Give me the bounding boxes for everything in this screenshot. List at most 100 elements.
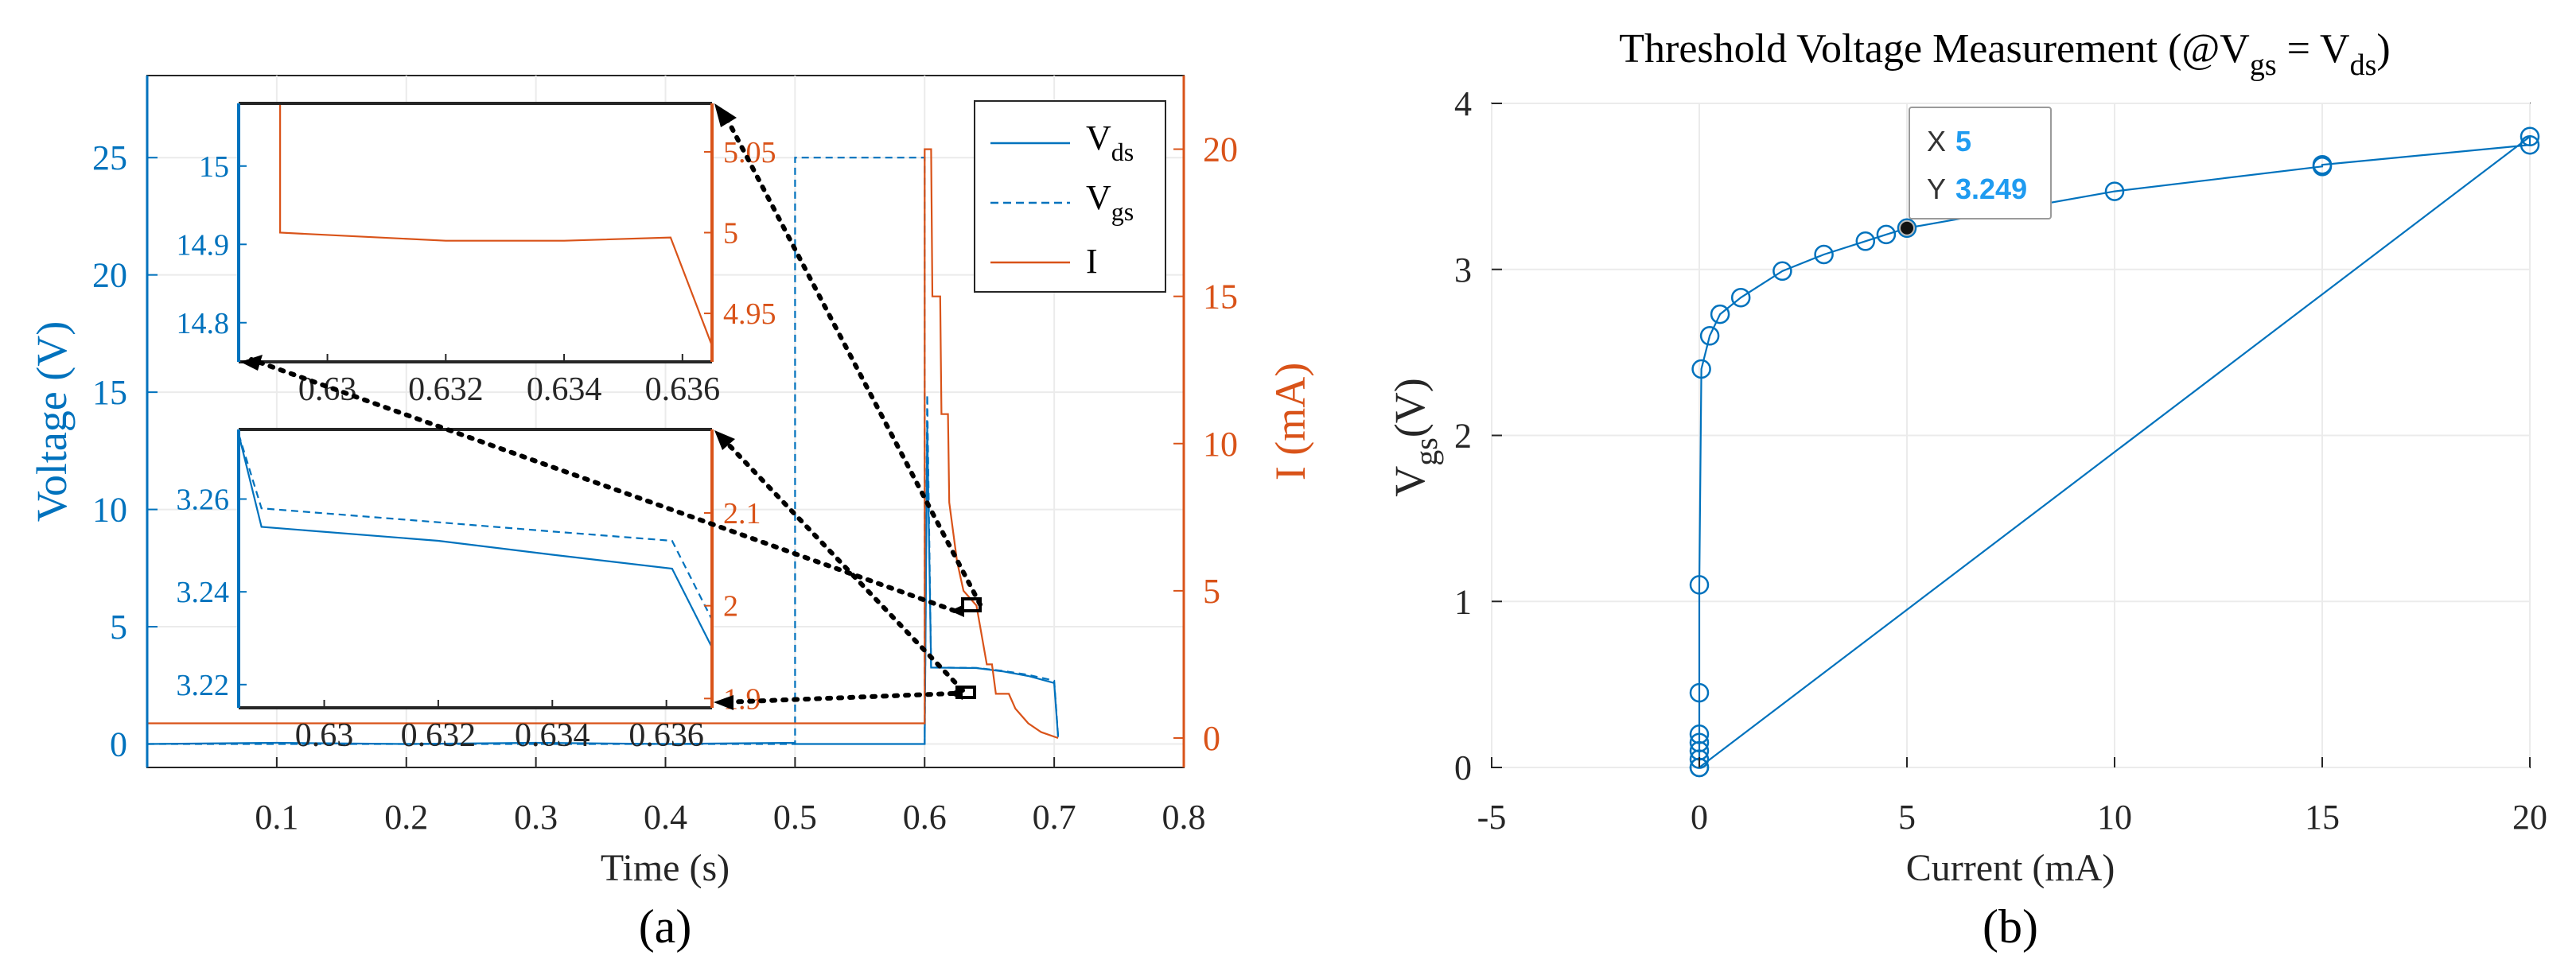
inset-top-ytick-left-label: 15	[199, 150, 229, 184]
arrow-line-2	[249, 357, 957, 613]
inset-bottom-xtick-label: 0.632	[401, 717, 477, 754]
arrow-head-1	[714, 103, 737, 127]
panel-b-xtick-label: 0	[1691, 798, 1708, 837]
series-i	[147, 148, 1059, 740]
panel-b-series-line	[1698, 134, 2531, 768]
datatip-x-label: X	[1927, 125, 1946, 157]
panel-a-xtick-label: 0.2	[384, 798, 428, 837]
inset-bottom-ytick-left-label: 3.24	[177, 576, 230, 609]
panel-a-xtick-label: 0.5	[773, 798, 817, 837]
panel-a-ytick-left-label: 15	[92, 373, 127, 412]
panel-a-xlabel: Time (s)	[601, 847, 730, 889]
panel-b-data-point	[1855, 231, 1876, 251]
inset-bottom-bg	[239, 429, 712, 708]
panel-b-data-point	[2104, 181, 2125, 201]
inset-bottom-series-v-gs	[237, 433, 713, 620]
panel-a-xtick-label: 0.1	[255, 798, 298, 837]
panel-a-ytick-right-label: 0	[1203, 719, 1220, 758]
arrow-head-2	[240, 355, 263, 371]
panel-a-xtick-label: 0.7	[1033, 798, 1076, 837]
legend-box	[974, 100, 1166, 293]
panel-a-xtick-label: 0.3	[514, 798, 558, 837]
arrow-head-3	[714, 430, 735, 450]
inset-top-ytick-right-label: 4.95	[723, 297, 776, 331]
inset-bottom-xtick-label: 0.63	[295, 717, 354, 754]
arrow-line-1	[722, 111, 983, 607]
panel-b-series	[1689, 126, 2540, 778]
panel-a-legend: Vds Vgs I	[974, 100, 1166, 293]
panel-b-data-point	[2312, 154, 2333, 175]
panel-a-ytick-right-label: 5	[1203, 572, 1220, 611]
panel-a-x-ticks: 0.1 0.2 0.3 0.4 0.5 0.6 0.7 0.8	[255, 757, 1206, 837]
inset-bottom-ytick-left-label: 3.22	[177, 669, 230, 702]
datatip-y-label: Y	[1927, 173, 1946, 205]
panel-a-ylabel-right: I (mA)	[1267, 363, 1314, 480]
arrow-line-4	[722, 691, 955, 705]
panel-b-ytick-label: 3	[1454, 251, 1472, 289]
inset-top-xtick-label: 0.634	[527, 371, 602, 408]
datatip-y-value: 3.249	[1955, 173, 2027, 205]
panel-b-xlabel: Current (mA)	[1906, 847, 2115, 889]
panel-b-xtick-label: 5	[1898, 798, 1916, 837]
panel-b-ytick-label: 2	[1454, 417, 1472, 456]
inset-bottom-xtick-label: 0.636	[628, 717, 704, 754]
panel-b-data-point	[1897, 218, 1917, 239]
panel-b-xtick-label: -5	[1477, 798, 1507, 837]
panel-b-data-point	[1814, 244, 1834, 265]
panel-b-ylabel: Vgs(V)	[1386, 378, 1444, 497]
panel-a-ytick-left-label: 10	[92, 491, 127, 530]
panel-b-data-point	[1689, 682, 1710, 703]
inset-top-ticks: 0.63 0.632 0.634 0.636 14.8 14.9 15 4.95 5 5.05	[177, 136, 776, 408]
panel-b-label: (b)	[1983, 900, 2038, 953]
panel-b-ytick-label: 0	[1454, 748, 1472, 787]
panel-b-grid	[1491, 103, 2531, 768]
panel-a-ytick-left-label: 25	[92, 138, 127, 177]
panel-a-ytick-right-label: 10	[1203, 425, 1238, 464]
panel-b-title: Threshold Voltage Measurement (@Vgs = Vd…	[1619, 26, 2390, 82]
legend-label-vgs: Vgs	[1086, 178, 1134, 226]
inset-top-xtick-label: 0.636	[645, 371, 721, 408]
arrow-line-3	[722, 437, 965, 693]
datatip[interactable]: X 5 Y 3.249	[1909, 107, 2052, 219]
panel-a-ytick-left-label: 0	[110, 725, 127, 764]
inset-top-series	[279, 103, 714, 347]
panel-a-series	[146, 148, 1060, 745]
panel-a-ylabel-left: Voltage (V)	[28, 321, 76, 522]
datatip-x-value: 5	[1955, 125, 1971, 157]
inset-bottom-series-v-ds	[237, 433, 713, 648]
inset-top-xtick-label: 0.632	[408, 371, 484, 408]
legend-vds-sub: ds	[1111, 138, 1134, 166]
inset-bottom-series	[237, 433, 713, 648]
panel-a-y-right-ticks: 0 5 10 15 20	[1173, 130, 1238, 758]
legend-vds-main: V	[1086, 118, 1111, 157]
inset-bottom-ytick-left-label: 3.26	[177, 484, 230, 517]
inset-bottom-xtick-label: 0.634	[515, 717, 590, 754]
panel-a-xtick-label: 0.6	[903, 798, 947, 837]
zoom-annotations	[240, 103, 983, 710]
inset-top-ytick-left-label: 14.9	[177, 228, 230, 262]
panel-b-data-point	[1876, 224, 1897, 245]
panel-a-xtick-label: 0.4	[644, 798, 687, 837]
panel-b-xtick-label: 10	[2097, 798, 2132, 837]
panel-b-data-point	[1699, 326, 1720, 346]
panel-b-ytick-label: 1	[1454, 582, 1472, 621]
panel-b-data-point	[1691, 359, 1711, 379]
arrow-head-4	[714, 695, 733, 710]
panel-a-label: (a)	[639, 900, 692, 953]
panel-a-xtick-label: 0.8	[1162, 798, 1206, 837]
panel-b-ytick-label: 4	[1454, 84, 1472, 123]
inset-top-xtick-label: 0.63	[298, 371, 357, 408]
panel-b-data-point	[2520, 126, 2540, 147]
panel-a-ytick-left-label: 20	[92, 256, 127, 295]
inset-bottom-ytick-right-label: 2.1	[723, 497, 761, 530]
datatip-marker	[1899, 219, 1915, 236]
inset-top-ytick-right-label: 5	[723, 217, 738, 251]
inset-top: 0.63 0.632 0.634 0.636 14.8 14.9 15 4.95 5 5.05	[177, 102, 776, 408]
legend-label-i: I	[1086, 242, 1098, 281]
panel-b-data-point	[1772, 261, 1792, 282]
